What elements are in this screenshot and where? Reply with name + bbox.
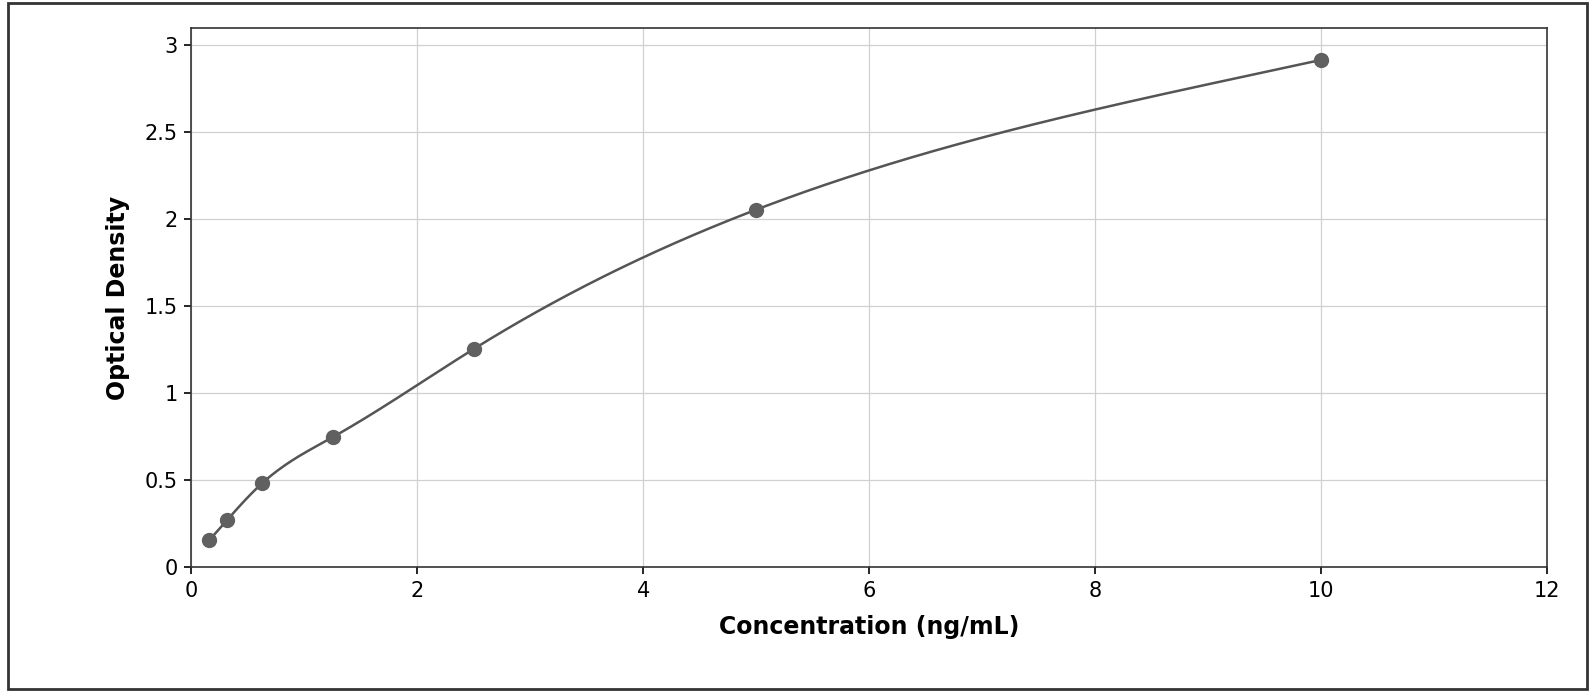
- X-axis label: Concentration (ng/mL): Concentration (ng/mL): [719, 615, 1019, 639]
- Point: [214, 515, 239, 526]
- Point: [1308, 55, 1333, 66]
- Point: [743, 204, 769, 215]
- Point: [321, 432, 346, 443]
- Point: [461, 343, 486, 354]
- Y-axis label: Optical Density: Optical Density: [107, 196, 131, 399]
- Point: [196, 535, 222, 546]
- Point: [249, 477, 274, 489]
